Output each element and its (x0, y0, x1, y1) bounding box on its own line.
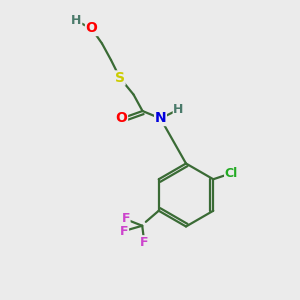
Text: O: O (85, 22, 98, 35)
Text: H: H (71, 14, 82, 28)
Text: Cl: Cl (225, 167, 238, 180)
Text: N: N (155, 112, 166, 125)
Text: H: H (173, 103, 184, 116)
Text: F: F (140, 236, 148, 249)
Text: O: O (116, 112, 128, 125)
Text: F: F (122, 212, 130, 225)
Text: S: S (115, 71, 125, 85)
Text: F: F (120, 225, 128, 238)
